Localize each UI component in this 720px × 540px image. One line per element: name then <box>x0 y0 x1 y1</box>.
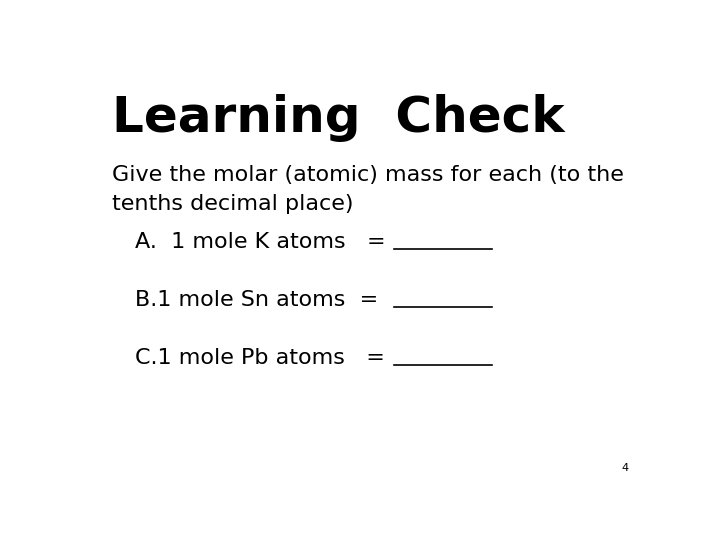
Text: C.1 mole Pb atoms   =: C.1 mole Pb atoms = <box>135 348 384 368</box>
Text: Learning  Check: Learning Check <box>112 94 565 142</box>
Text: 4: 4 <box>621 463 629 473</box>
Text: tenths decimal place): tenths decimal place) <box>112 194 354 214</box>
Text: B.1 mole Sn atoms  =: B.1 mole Sn atoms = <box>135 290 378 310</box>
Text: A.  1 mole K atoms   =: A. 1 mole K atoms = <box>135 232 385 252</box>
Text: Give the molar (atomic) mass for each (to the: Give the molar (atomic) mass for each (t… <box>112 165 624 185</box>
